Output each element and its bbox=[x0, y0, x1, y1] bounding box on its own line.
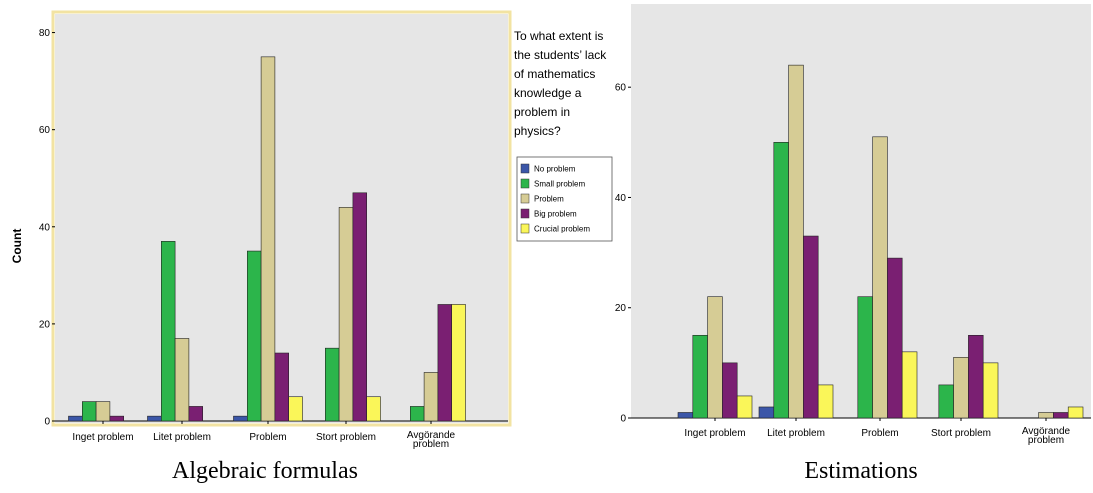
bar-inget-problem-crucial-problem bbox=[736, 395, 753, 419]
y-tick-label-0: 0 bbox=[620, 414, 626, 425]
bar-stort-problem-big-problem bbox=[968, 334, 984, 419]
bar-avgörande-problem-problem bbox=[1038, 412, 1054, 419]
legend: To what extent is the students’ lack of … bbox=[514, 29, 613, 242]
bar-problem-small-problem bbox=[247, 250, 262, 422]
y-tick-label-2: 40 bbox=[615, 193, 627, 204]
legend-label-2: Problem bbox=[534, 195, 564, 204]
bar-stort-problem-small-problem bbox=[324, 347, 340, 422]
bar-stort-problem-crucial-problem bbox=[982, 362, 999, 419]
bar-inget-problem-no-problem bbox=[677, 412, 694, 419]
legend-title-line-4: knowledge a bbox=[514, 86, 582, 100]
x-tick-label-2: Problem bbox=[861, 428, 898, 439]
bar-avgörande-problem-big-problem bbox=[437, 304, 452, 422]
bar-stort-problem-problem bbox=[338, 207, 354, 422]
legend-label-3: Big problem bbox=[534, 210, 577, 219]
bar-avgörande-problem-problem bbox=[423, 372, 439, 422]
x-tick-label-4-line-0: Avgörande bbox=[407, 430, 456, 441]
x-tick-label-4-line-1: problem bbox=[413, 439, 449, 450]
legend-label-4: Crucial problem bbox=[534, 225, 590, 234]
bar-problem-crucial-problem bbox=[288, 396, 303, 422]
legend-title-line-1: To what extent is bbox=[514, 29, 603, 43]
x-tick-label-1: Litet problem bbox=[153, 432, 211, 443]
bar-avgörande-problem-small-problem bbox=[409, 406, 425, 422]
y-tick-label-3: 60 bbox=[615, 83, 627, 94]
bar-inget-problem-small-problem bbox=[692, 334, 708, 419]
bar-stort-problem-big-problem bbox=[352, 192, 367, 422]
bar-litet-problem-problem bbox=[174, 338, 190, 422]
bar-problem-small-problem bbox=[857, 296, 873, 419]
x-tick-label-0: Inget problem bbox=[72, 432, 133, 443]
x-tick-label-3: Stort problem bbox=[316, 432, 376, 443]
x-tick-label-2: Problem bbox=[249, 432, 286, 443]
bar-problem-big-problem bbox=[887, 257, 903, 419]
bar-inget-problem-big-problem bbox=[722, 362, 738, 419]
left-caption: Algebraic formulas bbox=[172, 458, 358, 484]
bar-avgörande-problem-crucial-problem bbox=[1067, 406, 1084, 419]
legend-title-line-6: physics? bbox=[514, 124, 561, 138]
legend-box bbox=[516, 156, 613, 242]
legend-label-0: No problem bbox=[534, 165, 576, 174]
bar-inget-problem-no-problem bbox=[68, 415, 83, 422]
x-tick-label-4-line-0: Avgörande bbox=[1022, 426, 1071, 437]
bar-litet-problem-no-problem bbox=[147, 415, 162, 422]
bar-litet-problem-small-problem bbox=[773, 142, 789, 419]
bar-problem-no-problem bbox=[233, 415, 248, 422]
bar-problem-problem bbox=[872, 136, 888, 419]
y-tick-label-1: 20 bbox=[39, 319, 51, 330]
x-tick-label-4-line-1: problem bbox=[1028, 435, 1064, 446]
bar-stort-problem-small-problem bbox=[938, 384, 954, 419]
y-axis-label: Count bbox=[10, 229, 24, 264]
bar-stort-problem-crucial-problem bbox=[366, 396, 381, 422]
x-tick-label-3: Stort problem bbox=[931, 428, 991, 439]
bar-avgörande-problem-big-problem bbox=[1053, 412, 1069, 419]
bar-inget-problem-small-problem bbox=[82, 401, 97, 422]
legend-swatch-4 bbox=[520, 223, 530, 234]
bar-avgörande-problem-crucial-problem bbox=[451, 304, 466, 422]
left-chart-frame bbox=[51, 10, 512, 427]
legend-swatch-3 bbox=[520, 208, 530, 219]
bar-litet-problem-small-problem bbox=[161, 241, 176, 422]
bar-litet-problem-problem bbox=[788, 64, 804, 419]
legend-swatch-1 bbox=[520, 178, 530, 189]
legend-swatch-2 bbox=[520, 193, 530, 204]
bar-problem-big-problem bbox=[274, 352, 289, 422]
x-tick-label-1: Litet problem bbox=[767, 428, 825, 439]
bar-inget-problem-problem bbox=[707, 296, 723, 419]
legend-swatch-0 bbox=[520, 163, 530, 174]
bar-litet-problem-no-problem bbox=[758, 406, 775, 419]
legend-title-line-2: the students’ lack bbox=[514, 48, 607, 62]
y-tick-label-4: 80 bbox=[39, 28, 51, 39]
bar-litet-problem-crucial-problem bbox=[817, 384, 834, 419]
bar-inget-problem-big-problem bbox=[109, 415, 125, 422]
x-tick-label-0: Inget problem bbox=[684, 428, 745, 439]
y-tick-label-2: 40 bbox=[39, 222, 51, 233]
bar-inget-problem-problem bbox=[95, 401, 111, 422]
right-caption: Estimations bbox=[804, 458, 917, 484]
y-tick-label-0: 0 bbox=[44, 417, 50, 428]
bar-litet-problem-big-problem bbox=[803, 235, 819, 419]
bar-problem-crucial-problem bbox=[901, 351, 918, 419]
y-tick-label-3: 60 bbox=[39, 125, 51, 136]
legend-title-line-5: problem in bbox=[514, 105, 570, 119]
bar-litet-problem-big-problem bbox=[188, 406, 203, 422]
legend-title-line-3: of mathematics bbox=[514, 67, 595, 81]
estimations-chart: 0 20 40 60 Inget problem Litet problem Problem… bbox=[615, 64, 1091, 446]
bar-problem-problem bbox=[260, 56, 276, 422]
y-tick-label-1: 20 bbox=[615, 303, 627, 314]
algebraic-formulas-chart: 0 20 40 60 80 Inget problem Litet problem Probl… bbox=[39, 28, 508, 450]
bar-stort-problem-problem bbox=[953, 357, 969, 419]
legend-label-1: Small problem bbox=[534, 180, 585, 189]
